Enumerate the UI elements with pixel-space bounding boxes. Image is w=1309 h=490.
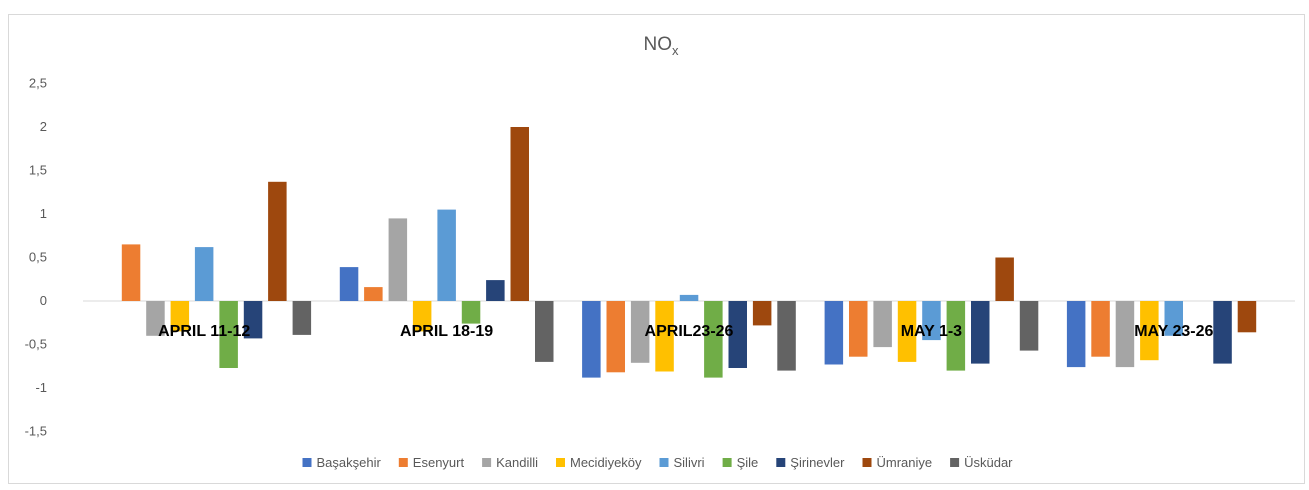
bar [412, 301, 432, 332]
legend-label: Üsküdar [964, 455, 1013, 470]
bar [535, 301, 554, 362]
chart-svg: NOx 2,521,510,50-0,5-1-1,5 APRIL 11-12 AP… [25, 34, 1295, 470]
category-label: APRIL 11-12 [158, 323, 250, 340]
bar [243, 301, 263, 339]
bar [824, 301, 844, 365]
bar [461, 301, 481, 324]
category-labels: APRIL 11-12 APRIL 18-19 APRIL23-26 MAY 1-3 M… [158, 323, 1213, 340]
legend-label: Başakşehir [317, 455, 382, 470]
bar [1019, 301, 1039, 351]
legend-swatch [398, 458, 408, 467]
y-tick-label: 0,5 [29, 250, 47, 265]
legend-label: Kandilli [496, 455, 538, 470]
bar [630, 301, 650, 363]
legend-swatch [862, 458, 872, 467]
bar [655, 301, 674, 372]
y-axis-ticks: 2,5 2 1,5 1 0,5 0 -0,5 -1 -1,5 [25, 76, 47, 439]
legend-swatch [659, 458, 669, 467]
legend-label: Şile [737, 455, 759, 470]
y-tick-label: 1 [40, 206, 47, 221]
bar [728, 301, 747, 368]
bar [486, 280, 505, 301]
bar [219, 301, 238, 368]
legend-label: Mecidiyeköy [570, 455, 642, 470]
bar [606, 301, 625, 373]
legend-swatch [950, 458, 960, 467]
legend-label: Ümraniye [877, 455, 933, 470]
legend-swatch [776, 458, 786, 467]
bar [146, 301, 165, 336]
chart-area: NOx 2,5 2 1,5 1 0,5 0 -0,5 -1 -1,5 APRIL 11-12 AP… [8, 14, 1305, 484]
bar [388, 218, 408, 301]
legend-swatch [722, 458, 732, 467]
bar [364, 287, 383, 301]
y-tick-label: 0 [40, 293, 47, 308]
legend-swatch [556, 458, 565, 467]
bar [268, 181, 287, 301]
chart-title-main: NO [644, 34, 673, 55]
bar [194, 247, 214, 301]
bar [679, 294, 699, 301]
bar [292, 301, 312, 335]
legend-label: Esenyurt [413, 455, 465, 470]
bar [971, 301, 990, 364]
y-tick-label: 2,5 [29, 76, 47, 91]
category-label: APRIL 18-19 [400, 323, 493, 340]
bar [170, 301, 190, 332]
bar [922, 301, 941, 341]
bar [752, 301, 772, 326]
bar [873, 301, 892, 348]
y-tick-label: -0,5 [25, 337, 47, 352]
bar [1237, 301, 1257, 333]
bar [510, 127, 529, 301]
y-tick-label: -1,5 [25, 424, 47, 439]
bars [121, 127, 1257, 378]
legend-swatch [302, 458, 312, 467]
y-tick-label: 1,5 [29, 163, 47, 178]
legend-label: Şirinevler [790, 455, 845, 470]
chart-title: NOx [644, 34, 680, 58]
legend: Başakşehir Esenyurt Kandilli Mecidiyeköy Sil… [302, 455, 1013, 470]
bar [849, 301, 868, 357]
bar [777, 301, 796, 371]
legend-swatch [482, 458, 492, 467]
chart-title-subscript: x [672, 43, 679, 58]
bar [946, 301, 966, 371]
bar [582, 301, 601, 378]
bar [897, 301, 917, 362]
bar [339, 267, 359, 301]
category-label: MAY 23-26 [1134, 323, 1213, 340]
bar [995, 257, 1014, 301]
bar [1140, 301, 1159, 361]
y-tick-label: -1 [35, 380, 47, 395]
category-label: MAY 1-3 [901, 323, 962, 340]
bar [437, 209, 456, 301]
bar [1164, 301, 1183, 336]
y-tick-label: 2 [40, 119, 47, 134]
legend-label: Silivri [674, 455, 705, 470]
bar [1066, 301, 1086, 368]
category-label: APRIL23-26 [645, 323, 734, 340]
bar [1115, 301, 1135, 368]
bar [704, 301, 723, 378]
bar [1213, 301, 1232, 364]
bar [1091, 301, 1110, 357]
bar [121, 244, 141, 301]
